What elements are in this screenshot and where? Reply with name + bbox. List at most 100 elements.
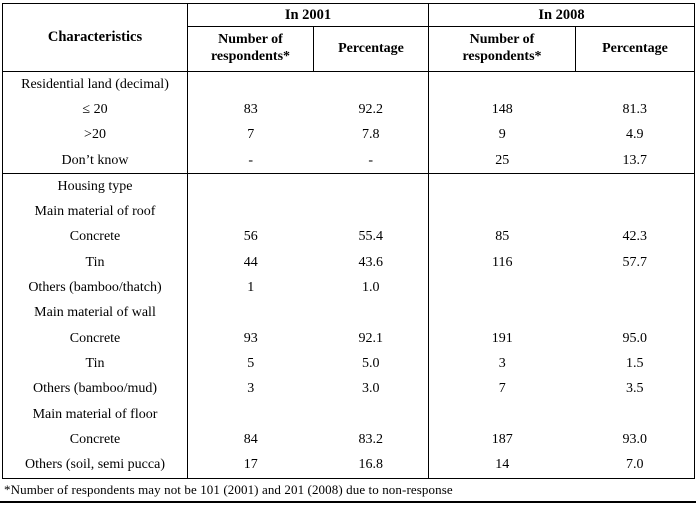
row-label: Residential land (decimal) xyxy=(21,76,169,92)
cell-2008-respondents xyxy=(428,173,576,200)
row-label: Housing type xyxy=(57,178,133,194)
col-group-2001: In 2001 xyxy=(187,3,429,27)
cell-2001-respondents: 83 xyxy=(187,97,314,123)
cell-2001-respondents: 17 xyxy=(187,452,314,479)
cell-2008-respondents: 187 xyxy=(428,427,576,453)
table-footnote: *Number of respondents may not be 101 (2… xyxy=(4,482,453,497)
table-row: Housing type xyxy=(3,173,695,200)
row-label: Tin xyxy=(85,355,105,371)
row-label: Main material of floor xyxy=(32,406,158,422)
cell-2001-respondents xyxy=(187,300,314,326)
row-label: Main material of roof xyxy=(34,204,156,220)
cell-2008-percentage xyxy=(576,72,695,98)
table-row: Others (soil, semi pucca) 17 16.8 14 7.0 xyxy=(3,452,695,479)
cell-2008-percentage: 4.9 xyxy=(626,127,644,143)
cell-2008-percentage xyxy=(576,174,695,200)
characteristics-table: Characteristics In 2001 In 2008 Number o… xyxy=(2,3,695,479)
cell-2008-percentage xyxy=(576,402,695,427)
subcol-2001-respondents: Number of respondents* xyxy=(187,26,314,72)
table-row: Others (bamboo/thatch) 1 1.0 xyxy=(3,275,695,301)
row-label: Others (bamboo/thatch) xyxy=(28,280,162,296)
row-label: Concrete xyxy=(69,330,121,346)
table-header: Characteristics In 2001 In 2008 Number o… xyxy=(2,3,695,72)
cell-2001-percentage: 92.1 xyxy=(358,330,384,346)
cell-2001-respondents xyxy=(187,199,314,225)
cell-2001-respondents: 7 xyxy=(187,122,314,148)
cell-2001-respondents: 1 xyxy=(187,275,314,301)
cell-2001-respondents: 3 xyxy=(187,376,314,402)
header-group-row: Characteristics In 2001 In 2008 xyxy=(2,3,695,72)
subcol-2008-respondents: Number of respondents* xyxy=(428,26,576,72)
cell-2001-percentage: 3.0 xyxy=(362,381,380,397)
cell-2001-respondents: 44 xyxy=(187,250,314,276)
cell-2001-respondents: 5 xyxy=(187,351,314,377)
cell-2001-respondents xyxy=(187,71,314,98)
row-label: Concrete xyxy=(69,431,121,447)
cell-2001-percentage: 92.2 xyxy=(358,101,384,117)
cell-2001-percentage: - xyxy=(313,147,429,175)
cell-2008-respondents xyxy=(428,300,576,326)
cell-2001-percentage: 43.6 xyxy=(358,254,384,270)
cell-2008-percentage: 81.3 xyxy=(622,101,648,117)
cell-2008-respondents: 148 xyxy=(428,97,576,123)
cell-2001-percentage: 55.4 xyxy=(358,229,384,245)
cell-2008-respondents: 191 xyxy=(428,325,576,352)
cell-2008-respondents: 9 xyxy=(428,122,576,148)
cell-2008-respondents: 85 xyxy=(428,224,576,251)
cell-2008-respondents xyxy=(428,275,576,301)
table-row: Tin 5 5.0 3 1.5 xyxy=(3,351,695,377)
table-row: Concrete 84 83.2 187 93.0 xyxy=(3,427,695,453)
cell-2001-percentage: 7.8 xyxy=(362,127,380,143)
cell-2008-percentage: 57.7 xyxy=(622,254,648,270)
cell-2001-respondents: 84 xyxy=(187,427,314,453)
cell-2001-respondents: - xyxy=(187,147,314,175)
table-row: Don’t know - -25 13.7 xyxy=(2,147,695,175)
cell-2001-percentage xyxy=(314,199,429,224)
cell-2008-percentage: 95.0 xyxy=(622,330,648,346)
cell-2001-percentage xyxy=(314,301,429,326)
cell-2008-percentage: 42.3 xyxy=(622,229,648,245)
cell-2008-respondents xyxy=(428,71,576,98)
cell-2001-percentage xyxy=(314,402,429,427)
table-row: Others (bamboo/mud) 3 3.0 7 3.5 xyxy=(3,376,695,402)
cell-2001-respondents: 56 xyxy=(187,224,314,251)
table-body: Residential land (decimal) ≤ 20 83 92.2 148 8… xyxy=(2,71,695,479)
cell-2008-percentage: 93.0 xyxy=(622,431,648,447)
cell-2008-respondents: 25 xyxy=(428,147,576,175)
table-row: Residential land (decimal) xyxy=(3,71,695,98)
table-row: ≤ 20 83 92.2 148 81.3 xyxy=(3,97,695,123)
cell-2001-respondents: 93 xyxy=(187,325,314,352)
table-row: Main material of wall xyxy=(3,300,695,326)
cell-2008-respondents: 3 xyxy=(428,351,576,377)
cell-2001-percentage: 5.0 xyxy=(362,355,380,371)
row-label: Don’t know xyxy=(2,147,188,175)
cell-2008-respondents: 7 xyxy=(428,376,576,402)
row-label: Concrete xyxy=(69,229,121,245)
cell-2008-respondents: 14 xyxy=(428,452,576,479)
bottom-rule xyxy=(0,501,696,503)
table-row: Concrete 56 55.4 85 42.3 xyxy=(3,224,695,251)
table-row: Concrete 93 92.1 191 95.0 xyxy=(3,325,695,352)
cell-2001-percentage: 1.0 xyxy=(362,280,380,296)
cell-2008-percentage xyxy=(576,301,695,326)
cell-2001-respondents xyxy=(187,401,314,428)
table-row: Main material of roof xyxy=(3,199,695,225)
table-row: >20 7 7.8 9 4.9 xyxy=(3,122,695,148)
cell-2008-respondents xyxy=(428,199,576,225)
cell-2008-percentage: 7.0 xyxy=(626,457,644,473)
cell-2008-percentage xyxy=(576,275,695,300)
cell-2008-percentage: 1.5 xyxy=(626,355,644,371)
header-sub-row: Number of respondents* Percentage Number… xyxy=(3,26,695,72)
cell-2008-percentage: 13.7 xyxy=(575,147,695,175)
cell-2001-percentage xyxy=(314,174,429,200)
row-label: >20 xyxy=(84,127,106,143)
characteristics-header: Characteristics xyxy=(2,3,188,72)
cell-2001-percentage: 83.2 xyxy=(358,431,384,447)
table-row: Tin 44 43.6 116 57.7 xyxy=(3,250,695,276)
cell-2008-respondents: 116 xyxy=(428,250,576,276)
table-row: Main material of floor xyxy=(3,401,695,428)
cell-2008-percentage: 3.5 xyxy=(626,381,644,397)
row-label: Tin xyxy=(85,254,105,270)
cell-2001-percentage xyxy=(314,72,429,98)
